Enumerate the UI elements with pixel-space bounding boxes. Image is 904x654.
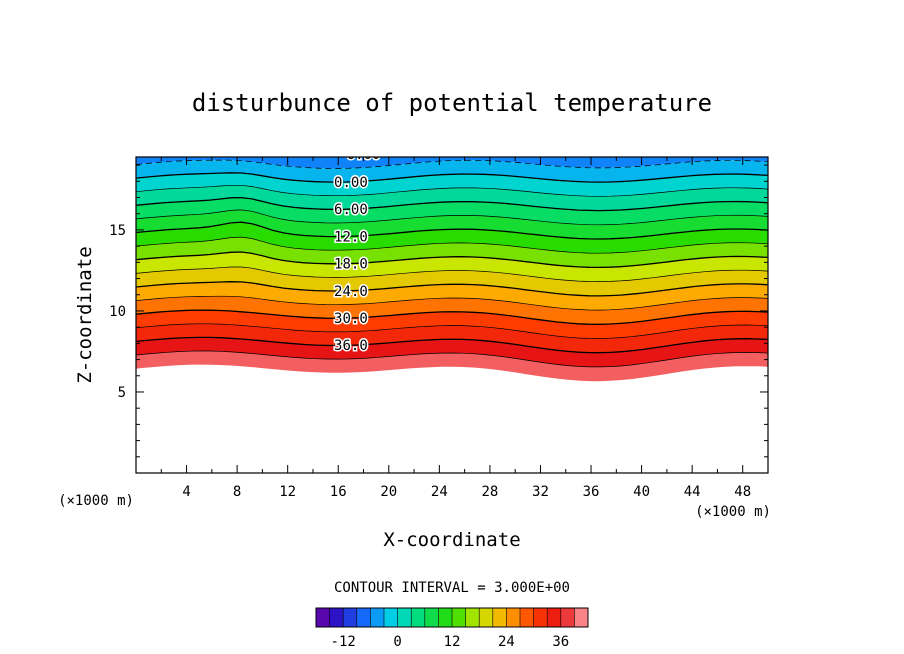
colorbar-segment (438, 608, 453, 627)
y-tick-label: 15 (109, 223, 126, 239)
contour-label: 24.0 (334, 284, 368, 300)
colorbar (315, 608, 589, 627)
colorbar-segment (424, 608, 439, 627)
contour-band (136, 237, 768, 268)
chart-title: disturbunce of potential temperature (192, 89, 712, 117)
x-unit-label: (×1000 m) (695, 504, 771, 520)
contour-line (136, 251, 768, 269)
contour-line (136, 209, 768, 226)
contour-band (136, 185, 768, 211)
contour-band (136, 209, 768, 239)
contour-line (136, 146, 768, 155)
colorbar-tick-label: 0 (393, 634, 401, 650)
colorbar-segment (384, 608, 398, 627)
contour-label: 0.00 (334, 175, 368, 191)
contour-band (136, 157, 768, 169)
contour-line (136, 184, 768, 197)
contour-label: 36.0 (334, 338, 368, 354)
contour-band (136, 310, 768, 339)
colorbar-segment (520, 608, 534, 627)
colorbar-segment (452, 608, 466, 627)
colorbar-segment (547, 608, 562, 627)
colorbar-segment (329, 608, 344, 627)
colorbar-segment (397, 608, 412, 627)
colorbar-segment (533, 608, 548, 627)
contour-line (136, 309, 768, 325)
colorbar-tick-label: -12 (331, 634, 356, 650)
colorbar-segment (492, 608, 507, 627)
colorbar-tick-label: 36 (552, 634, 569, 650)
contour-band (136, 252, 768, 282)
contour-line (136, 236, 768, 254)
contour-band (136, 323, 768, 353)
contour-line (136, 281, 768, 297)
x-tick-label: 20 (380, 484, 397, 500)
colorbar-segment (465, 608, 480, 627)
x-tick-label: 12 (279, 484, 296, 500)
z-unit-label: (×1000 m) (58, 493, 134, 509)
colorbar-tick-label: 12 (444, 634, 461, 650)
axis-ticks (136, 157, 768, 473)
contour-band (136, 351, 768, 382)
colorbar-segment (479, 608, 494, 627)
contour-band (136, 337, 768, 367)
contour-line (136, 196, 768, 212)
x-tick-label: 8 (233, 484, 241, 500)
x-tick-label: 48 (734, 484, 751, 500)
colorbar-segment (343, 608, 358, 627)
contour-line (136, 266, 768, 282)
colorbar-segment (574, 608, 589, 627)
colorbar-segment (560, 608, 575, 627)
x-tick-label: 36 (583, 484, 600, 500)
colorbar-segment (411, 608, 426, 627)
contour-line (136, 323, 768, 339)
y-tick-label: 5 (118, 385, 126, 401)
colorbar-segment (356, 608, 371, 627)
x-axis-label: X-coordinate (383, 529, 520, 551)
colorbar-segment (506, 608, 521, 627)
contour-label: 12.0 (321, 121, 355, 137)
y-axis-label: Z-coordinate (74, 246, 96, 383)
contour-band (136, 197, 768, 225)
contour-band (136, 119, 768, 142)
contour-line (136, 336, 768, 354)
contour-line (136, 133, 768, 142)
contour-band (136, 133, 768, 155)
x-tick-label: 40 (633, 484, 650, 500)
contour-band (136, 281, 768, 311)
colorbar-segment (370, 608, 385, 627)
contour-label: 30.0 (334, 311, 368, 327)
contour-band (136, 160, 768, 183)
x-tick-label: 16 (330, 484, 347, 500)
colorbar-tick-labels: -12 0 12 24 36 (331, 634, 570, 650)
contour-lines (136, 119, 768, 368)
colorbar-frame (315, 607, 589, 628)
x-tick-label: 44 (684, 484, 701, 500)
x-tick-label: 28 (481, 484, 498, 500)
contour-line (136, 159, 768, 169)
x-tick-label: 4 (182, 484, 190, 500)
colorbar-segment (316, 608, 330, 627)
contour-band (136, 222, 768, 254)
y-tick-labels: 5 10 15 (109, 223, 126, 401)
plot-frame (135, 156, 769, 474)
contour-label: 6.00 (334, 202, 368, 218)
contour-bands (136, 119, 768, 382)
contour-line (136, 295, 768, 311)
x-tick-label: 32 (532, 484, 549, 500)
contour-line (136, 221, 768, 240)
contour-interval-label: CONTOUR INTERVAL = 3.000E+00 (334, 580, 570, 596)
x-tick-label: 24 (431, 484, 448, 500)
x-tick-labels: 4 8 12 16 20 24 28 32 36 40 44 48 (182, 484, 751, 500)
contour-label: 18.0 (334, 257, 368, 273)
contour-label: 12.0 (334, 229, 368, 245)
contour-line (136, 172, 768, 183)
contour-line (136, 119, 768, 128)
contour-line (136, 350, 768, 368)
y-tick-label: 10 (109, 304, 126, 320)
contour-band (136, 172, 768, 197)
colorbar-tick-label: 24 (498, 634, 515, 650)
